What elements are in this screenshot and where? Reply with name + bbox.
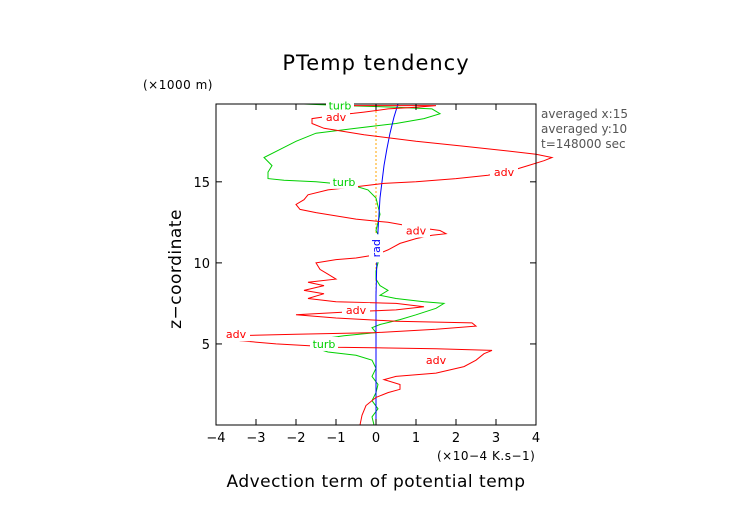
annotation-box: averaged x:15 averaged y:10 t=148000 sec — [541, 107, 628, 151]
x-tick-label: 0 — [372, 431, 380, 446]
series-rad-line — [375, 103, 399, 425]
x-tick-label: −1 — [326, 431, 345, 446]
x-tick-label: −4 — [206, 431, 225, 446]
annotation-time: t=148000 sec — [541, 137, 626, 151]
curve-label-adv: adv — [426, 354, 447, 367]
curve-label-adv: adv — [226, 328, 247, 341]
series-turb-line — [263, 103, 446, 426]
x-tick-label: 3 — [492, 431, 500, 446]
y-unit-label: (×1000 m) — [143, 78, 213, 92]
x-tick-label: 4 — [532, 431, 540, 446]
x-axis-ticks: −4 −3 −2 −1 0 1 2 3 4 — [206, 104, 540, 446]
curve-label-turb: turb — [329, 100, 352, 113]
y-axis-ticks: 5 10 15 — [193, 176, 536, 353]
x-unit-label: (×10−4 K.s−1) — [437, 449, 535, 463]
curve-label-adv: adv — [346, 304, 367, 317]
chart-title: PTemp tendency — [282, 51, 469, 75]
curve-label-background — [369, 234, 383, 263]
curve-label-adv: adv — [494, 166, 515, 179]
curve-label-background — [222, 327, 250, 342]
y-tick-label: 15 — [193, 176, 210, 191]
x-tick-label: −3 — [246, 431, 265, 446]
annotation-averaged-y: averaged y:10 — [541, 122, 627, 136]
x-axis-label: Advection term of potential temp — [226, 472, 525, 492]
x-tick-label: 1 — [412, 431, 420, 446]
curve-label-background — [342, 302, 370, 317]
curve-label-background — [422, 353, 450, 368]
plot-curves — [230, 103, 554, 426]
curve-label-adv: adv — [326, 111, 347, 124]
y-axis-label: z−coordinate — [166, 209, 186, 329]
x-tick-label: 2 — [452, 431, 460, 446]
curve-label-background — [330, 174, 358, 189]
curve-label-background — [322, 109, 350, 124]
series-adv-line — [230, 103, 554, 426]
curve-label-turb: turb — [313, 338, 336, 351]
x-tick-label: −2 — [286, 431, 305, 446]
curve-label-background — [490, 165, 518, 180]
curve-label-rad: rad — [370, 239, 383, 257]
annotation-averaged-x: averaged x:15 — [541, 107, 628, 121]
curve-label-turb: turb — [333, 176, 356, 189]
curve-label-background — [402, 223, 430, 238]
curve-label-background — [326, 98, 354, 113]
y-tick-label: 10 — [193, 257, 210, 272]
y-tick-label: 5 — [202, 338, 210, 353]
curve-label-adv: adv — [406, 224, 427, 237]
curve-label-background — [310, 336, 338, 351]
